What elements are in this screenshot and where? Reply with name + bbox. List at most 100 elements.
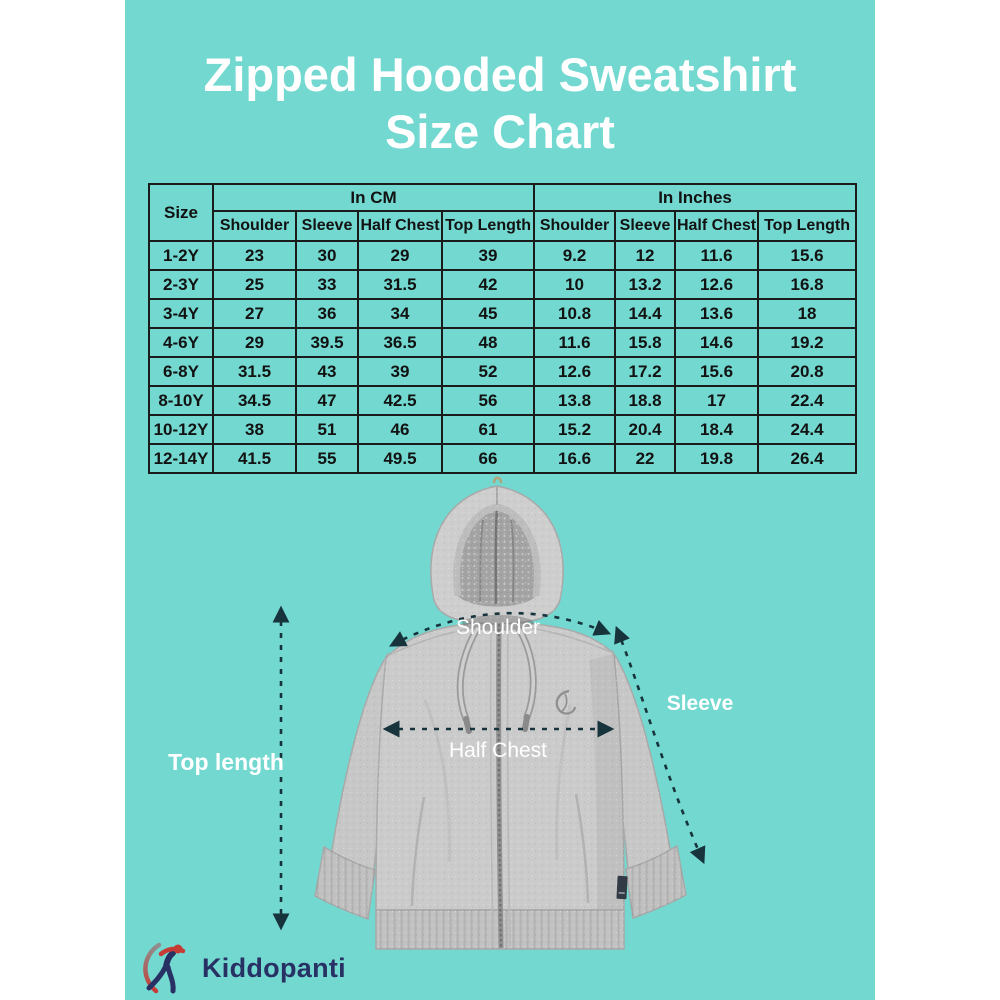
cm-value-cell: 33 [295, 269, 359, 300]
cm-value-cell: 23 [212, 240, 297, 271]
zipper [496, 623, 504, 949]
inch-value-cell: 22 [614, 443, 677, 474]
sleeve-label: Sleeve [667, 692, 734, 715]
inch-value-cell: 15.8 [614, 327, 677, 358]
col-header-shoulder-cm: Shoulder [212, 210, 297, 242]
inch-value-cell: 11.6 [674, 240, 760, 271]
table-row: 12-14Y 41.5 55 49.5 66 16.6 22 19.8 26.4 [148, 443, 858, 474]
unit-group-inches-header: In Inches [533, 183, 858, 212]
col-header-top-length-in: Top Length [757, 210, 858, 242]
cm-value-cell: 34.5 [212, 385, 297, 416]
hoodie-diagram: Shoulder Sleeve Half Chest Top length [168, 476, 734, 950]
teal-panel: Zipped Hooded Sweatshirt Size Chart Size… [125, 0, 875, 1000]
hood-top-loop [492, 476, 503, 484]
inch-value-cell: 13.2 [614, 269, 677, 300]
size-cell: 12-14Y [148, 443, 214, 474]
size-cell: 2-3Y [148, 269, 214, 300]
cm-value-cell: 36.5 [357, 327, 443, 358]
page-title-line1: Zipped Hooded Sweatshirt [203, 48, 797, 101]
cm-value-cell: 52 [440, 356, 536, 387]
cm-value-cell: 41.5 [212, 443, 297, 474]
table-row: 4-6Y 29 39.5 36.5 48 11.6 15.8 14.6 19.2 [148, 327, 858, 358]
top-length-label: Top length [168, 749, 284, 775]
shoulder-label: Shoulder [456, 616, 540, 639]
chest-logo-embroidery [555, 689, 577, 715]
right-pocket-seam [574, 793, 590, 904]
table-row: 2-3Y 25 33 31.5 42 10 13.2 12.6 16.8 [148, 269, 858, 300]
page-title: Zipped Hooded Sweatshirt Size Chart [125, 46, 875, 160]
col-header-half-chest-in: Half Chest [674, 210, 760, 242]
cm-value-cell: 49.5 [357, 443, 443, 474]
inch-value-cell: 18.8 [614, 385, 677, 416]
inch-value-cell: 15.2 [533, 414, 617, 445]
inch-value-cell: 12.6 [533, 356, 617, 387]
page-title-line2: Size Chart [385, 105, 615, 158]
cm-value-cell: 38 [212, 414, 297, 445]
cm-value-cell: 43 [295, 356, 359, 387]
cm-value-cell: 56 [440, 385, 536, 416]
table-row: 1-2Y 23 30 29 39 9.2 12 11.6 15.6 [148, 240, 858, 271]
size-cell: 10-12Y [148, 414, 214, 445]
size-cell: 4-6Y [148, 327, 214, 358]
measurement-arrows [272, 605, 706, 931]
size-corner-header: Size [148, 183, 214, 242]
sleeve-arrow [614, 625, 706, 865]
inch-value-cell: 17 [674, 385, 760, 416]
cm-value-cell: 46 [357, 414, 443, 445]
inch-value-cell: 26.4 [757, 443, 858, 474]
inch-value-cell: 10 [533, 269, 617, 300]
inch-value-cell: 11.6 [533, 327, 617, 358]
inch-value-cell: 12.6 [674, 269, 760, 300]
col-header-sleeve-in: Sleeve [614, 210, 677, 242]
inch-value-cell: 19.8 [674, 443, 760, 474]
cm-value-cell: 29 [212, 327, 297, 358]
size-cell: 8-10Y [148, 385, 214, 416]
col-header-shoulder-in: Shoulder [533, 210, 617, 242]
inch-value-cell: 20.4 [614, 414, 677, 445]
cm-value-cell: 47 [295, 385, 359, 416]
cm-value-cell: 31.5 [357, 269, 443, 300]
cm-value-cell: 42 [440, 269, 536, 300]
inch-value-cell: 17.2 [614, 356, 677, 387]
half-chest-label: Half Chest [449, 739, 547, 762]
brand-name: Kiddopanti [202, 952, 346, 983]
inch-value-cell: 9.2 [533, 240, 617, 271]
brand-logo: Kiddopanti [133, 940, 346, 996]
col-header-half-chest-cm: Half Chest [357, 210, 443, 242]
cm-value-cell: 51 [295, 414, 359, 445]
cm-value-cell: 25 [212, 269, 297, 300]
inch-value-cell: 14.4 [614, 298, 677, 329]
cm-value-cell: 66 [440, 443, 536, 474]
size-table-body: 1-2Y 23 30 29 39 9.2 12 11.6 15.6 2-3Y 25 33 31.5 42 1… [148, 240, 858, 474]
cm-value-cell: 31.5 [212, 356, 297, 387]
cm-value-cell: 36 [295, 298, 359, 329]
inch-value-cell: 24.4 [757, 414, 858, 445]
hem-tag [616, 875, 628, 900]
col-header-top-length-cm: Top Length [440, 210, 536, 242]
size-cell: 3-4Y [148, 298, 214, 329]
cm-value-cell: 48 [440, 327, 536, 358]
inch-value-cell: 18.4 [674, 414, 760, 445]
inch-value-cell: 13.8 [533, 385, 617, 416]
inch-value-cell: 14.6 [674, 327, 760, 358]
inch-value-cell: 10.8 [533, 298, 617, 329]
inch-value-cell: 15.6 [757, 240, 858, 271]
inch-value-cell: 12 [614, 240, 677, 271]
cm-value-cell: 39.5 [295, 327, 359, 358]
inch-value-cell: 16.6 [533, 443, 617, 474]
cm-value-cell: 39 [357, 356, 443, 387]
unit-group-cm-header: In CM [211, 183, 536, 212]
inch-value-cell: 15.6 [674, 356, 760, 387]
inch-value-cell: 19.2 [757, 327, 858, 358]
inch-value-cell: 16.8 [757, 269, 858, 300]
table-row: 8-10Y 34.5 47 42.5 56 13.8 18.8 17 22.4 [148, 385, 858, 416]
cm-value-cell: 30 [295, 240, 359, 271]
cm-value-cell: 42.5 [357, 385, 443, 416]
table-row: 10-12Y 38 51 46 61 15.2 20.4 18.4 24.4 [148, 414, 858, 445]
table-row: 3-4Y 27 36 34 45 10.8 14.4 13.6 18 [148, 298, 858, 329]
cm-value-cell: 29 [357, 240, 443, 271]
cm-value-cell: 27 [212, 298, 297, 329]
cm-value-cell: 55 [295, 443, 359, 474]
inch-value-cell: 13.6 [674, 298, 760, 329]
